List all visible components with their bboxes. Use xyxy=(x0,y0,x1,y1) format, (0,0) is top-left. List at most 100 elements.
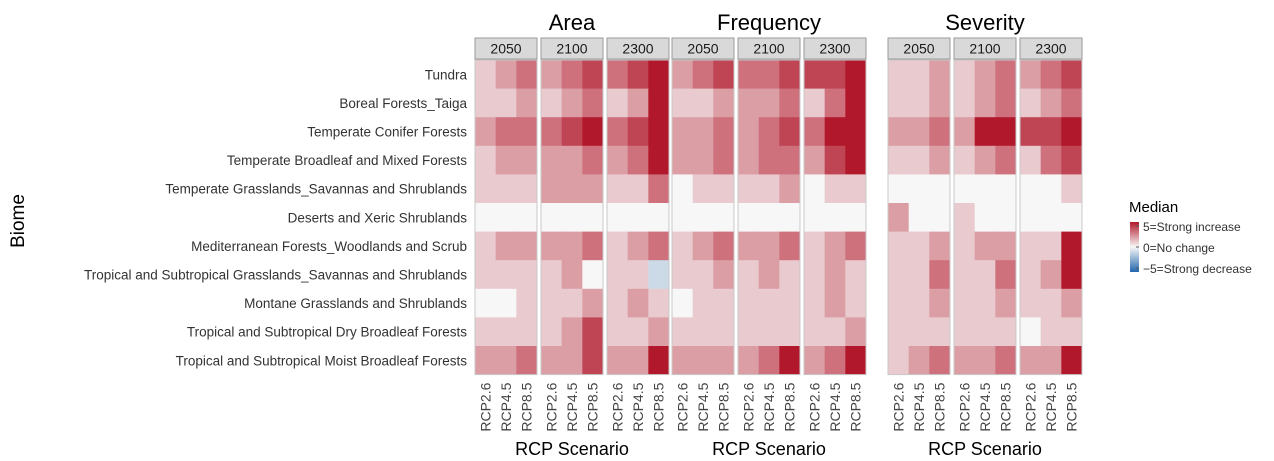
heatmap-cell xyxy=(738,117,760,147)
heatmap-cell xyxy=(908,117,930,147)
heatmap-cell xyxy=(954,288,976,318)
heatmap-cell xyxy=(824,145,846,175)
heatmap-cell xyxy=(824,60,846,89)
heatmap-cell xyxy=(908,60,930,89)
heatmap-cell xyxy=(1061,346,1083,375)
heatmap-cell xyxy=(561,288,583,318)
heatmap-cell xyxy=(582,317,604,347)
heatmap-cell xyxy=(607,346,629,375)
heatmap-cell xyxy=(1040,174,1062,204)
heatmap-cell xyxy=(672,231,694,261)
heatmap-cell xyxy=(582,174,604,204)
heatmap-cell xyxy=(475,231,497,261)
heatmap-cell xyxy=(995,60,1017,89)
heatmap-cell xyxy=(995,145,1017,175)
x-axis-title: RCP Scenario xyxy=(928,439,1042,459)
scenario-tick-label: RCP4.5 xyxy=(977,382,993,431)
heatmap-cell xyxy=(713,60,735,89)
heatmap-cell xyxy=(607,231,629,261)
heatmap-cell xyxy=(738,288,760,318)
scenario-tick-label: RCP8.5 xyxy=(651,382,667,431)
heatmap-cell xyxy=(475,145,497,175)
heatmap-cell xyxy=(1040,231,1062,261)
heatmap-cell xyxy=(648,231,670,261)
heatmap-cell xyxy=(888,203,910,232)
heatmap-cell xyxy=(804,346,826,375)
heatmap-cell xyxy=(713,317,735,347)
heatmap-cell xyxy=(561,317,583,347)
heatmap-cell xyxy=(888,231,910,261)
heatmap-cell xyxy=(495,260,517,290)
heatmap-cell xyxy=(672,145,694,175)
heatmap-cell xyxy=(758,60,780,89)
heatmap-cell xyxy=(845,117,867,147)
heatmap-cell xyxy=(738,260,760,290)
heatmap-cell xyxy=(516,203,538,232)
heatmap-cell xyxy=(1020,60,1042,89)
heatmap-cell xyxy=(541,260,563,290)
heatmap-cell xyxy=(929,346,951,375)
heatmap-cell xyxy=(845,231,867,261)
heatmap-cell xyxy=(475,346,497,375)
heatmap-cell xyxy=(627,317,649,347)
heatmap-cell xyxy=(824,203,846,232)
heatmap-cell xyxy=(627,88,649,118)
heatmap-cell xyxy=(627,288,649,318)
scenario-tick-label: RCP8.5 xyxy=(998,382,1014,431)
heatmap-cell xyxy=(804,317,826,347)
heatmap-cell xyxy=(648,346,670,375)
heatmap-cell xyxy=(495,60,517,89)
heatmap-cell xyxy=(607,260,629,290)
heatmap-cell xyxy=(1061,288,1083,318)
heatmap-cell xyxy=(888,288,910,318)
heatmap-cell xyxy=(779,88,801,118)
heatmap-cell xyxy=(758,260,780,290)
biome-label: Tropical and Subtropical Grasslands_Sava… xyxy=(84,268,467,283)
heatmap-cell xyxy=(908,260,930,290)
biome-label: Tundra xyxy=(425,67,468,82)
heatmap-cell xyxy=(845,60,867,89)
heatmap-cell xyxy=(561,117,583,147)
heatmap-cell xyxy=(824,88,846,118)
heatmap-cell xyxy=(1061,117,1083,147)
heatmap-cell xyxy=(888,346,910,375)
scenario-tick-label: RCP2.6 xyxy=(1022,382,1038,431)
heatmap-cell xyxy=(738,88,760,118)
facet-panel-border xyxy=(737,59,801,376)
heatmap-cell xyxy=(908,231,930,261)
heatmap-cell xyxy=(908,317,930,347)
heatmap-cell xyxy=(607,317,629,347)
heatmap-cell xyxy=(779,231,801,261)
facet-panel-border xyxy=(671,59,735,376)
heatmap-cell xyxy=(888,260,910,290)
heatmap-cell xyxy=(929,203,951,232)
heatmap-cell xyxy=(954,317,976,347)
heatmap-cell xyxy=(713,231,735,261)
heatmap-cell xyxy=(541,231,563,261)
heatmap-cell xyxy=(1061,60,1083,89)
heatmap-cell xyxy=(672,88,694,118)
heatmap-cell xyxy=(1061,88,1083,118)
facet-panel-border xyxy=(953,59,1017,376)
scenario-tick-label: RCP8.5 xyxy=(932,382,948,431)
heatmap-cell xyxy=(582,117,604,147)
heatmap-cell xyxy=(516,231,538,261)
heatmap-cell xyxy=(995,174,1017,204)
heatmap-cell xyxy=(561,145,583,175)
heatmap-cell xyxy=(475,88,497,118)
heatmap-cell xyxy=(713,145,735,175)
heatmap-cell xyxy=(974,117,996,147)
legend-label-low: −5=Strong decrease xyxy=(1143,262,1252,276)
heatmap-cell xyxy=(648,145,670,175)
facet-panel-border xyxy=(540,59,604,376)
heatmap-cell xyxy=(561,60,583,89)
heatmap-cell xyxy=(995,88,1017,118)
heatmap-cell xyxy=(582,203,604,232)
heatmap-cell xyxy=(954,60,976,89)
facet-panel-border xyxy=(887,59,951,376)
heatmap-cell xyxy=(908,203,930,232)
heatmap-cell xyxy=(974,231,996,261)
heatmap-cell xyxy=(974,317,996,347)
heatmap-cell xyxy=(738,317,760,347)
heatmap-cell xyxy=(929,117,951,147)
